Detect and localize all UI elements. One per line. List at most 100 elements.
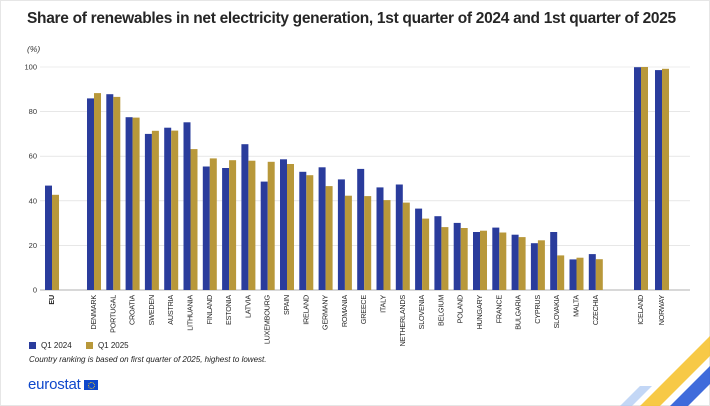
logo-text: eurostat xyxy=(28,376,81,393)
bar-sweden-q1-2024 xyxy=(144,133,152,290)
bar-luxembourg-q1-2025 xyxy=(267,161,275,290)
bar-austria-q1-2024 xyxy=(164,127,172,290)
category-label-denmark: DENMARK xyxy=(89,295,98,330)
bar-greece-q1-2025 xyxy=(364,196,372,290)
bar-slovakia-q1-2025 xyxy=(557,255,565,290)
bar-bulgaria-q1-2024 xyxy=(511,234,519,290)
category-label-norway: NORWAY xyxy=(657,295,666,326)
bar-hungary-q1-2025 xyxy=(480,230,487,290)
category-label-portugal: PORTUGAL xyxy=(108,295,117,333)
bar-italy-q1-2024 xyxy=(376,187,384,290)
category-label-france: FRANCE xyxy=(494,295,503,324)
bar-ireland-q1-2024 xyxy=(299,171,307,290)
category-label-poland: POLAND xyxy=(456,295,465,323)
bar-slovakia-q1-2024 xyxy=(550,232,558,290)
bar-eu-q1-2024 xyxy=(45,185,52,290)
bar-slovenia-q1-2024 xyxy=(415,208,423,290)
bar-iceland-q1-2024 xyxy=(634,67,641,290)
legend-item-q1-2024: Q1 2024 xyxy=(29,341,72,350)
bar-croatia-q1-2024 xyxy=(125,117,133,290)
bar-sweden-q1-2025 xyxy=(151,130,159,290)
category-label-romania: ROMANIA xyxy=(340,295,349,328)
category-label-malta: MALTA xyxy=(572,295,581,317)
bar-austria-q1-2025 xyxy=(171,130,179,290)
eurostat-logo: eurostat xyxy=(28,376,98,393)
category-label-italy: ITALY xyxy=(379,295,388,313)
bar-luxembourg-q1-2024 xyxy=(260,181,268,290)
category-label-slovenia: SLOVENIA xyxy=(417,295,426,330)
bar-slovenia-q1-2025 xyxy=(422,218,430,290)
category-label-iceland: ICELAND xyxy=(636,295,645,325)
category-label-luxembourg: LUXEMBOURG xyxy=(263,294,272,344)
bar-lithuania-q1-2025 xyxy=(190,149,198,290)
bar-latvia-q1-2024 xyxy=(241,144,249,290)
bar-greece-q1-2024 xyxy=(357,168,365,290)
bar-spain-q1-2024 xyxy=(280,159,287,290)
bar-netherlands-q1-2024 xyxy=(395,184,403,290)
bar-norway-q1-2024 xyxy=(655,70,662,290)
bar-czechia-q1-2025 xyxy=(595,259,603,290)
bars xyxy=(45,67,669,291)
bar-malta-q1-2025 xyxy=(576,257,584,290)
y-axis-unit: (%) xyxy=(27,44,41,54)
legend-swatch-q1-2025 xyxy=(85,342,93,349)
bar-germany-q1-2024 xyxy=(318,167,326,290)
bar-bulgaria-q1-2025 xyxy=(518,237,526,290)
chart-title: Share of renewables in net electricity g… xyxy=(27,10,676,27)
y-tick-label: 60 xyxy=(29,152,37,161)
bar-finland-q1-2024 xyxy=(202,166,210,290)
category-label-finland: FINLAND xyxy=(205,295,214,324)
bar-germany-q1-2025 xyxy=(325,186,333,290)
y-tick-label: 100 xyxy=(24,63,37,72)
bar-estonia-q1-2024 xyxy=(222,168,230,290)
y-tick-labels: 0 20 40 60 80 100 xyxy=(24,63,37,295)
bar-estonia-q1-2025 xyxy=(229,160,237,290)
category-label-slovakia: SLOVAKIA xyxy=(552,295,561,329)
bar-norway-q1-2025 xyxy=(662,68,669,290)
y-tick-label: 0 xyxy=(33,286,37,295)
category-label-croatia: CROATIA xyxy=(128,295,137,325)
corner-decoration xyxy=(620,336,710,406)
category-labels: EU DENMARK PORTUGAL CROATIA SWEDEN AUSTRIA LIT… xyxy=(47,294,666,346)
y-tick-label: 80 xyxy=(29,107,37,116)
bar-czechia-q1-2024 xyxy=(588,254,596,290)
y-tick-label: 40 xyxy=(29,196,37,205)
bar-poland-q1-2025 xyxy=(460,228,468,290)
bar-lithuania-q1-2024 xyxy=(183,122,191,290)
category-label-spain: SPAIN xyxy=(282,295,291,315)
bar-denmark-q1-2024 xyxy=(87,98,94,291)
bar-finland-q1-2025 xyxy=(209,158,217,290)
legend-label-q1-2025: Q1 2025 xyxy=(97,341,129,350)
bar-cyprus-q1-2025 xyxy=(537,240,545,290)
category-label-hungary: HUNGARY xyxy=(475,295,484,330)
bar-romania-q1-2025 xyxy=(344,195,352,290)
legend-label-q1-2024: Q1 2024 xyxy=(41,341,72,350)
category-label-ireland: IRELAND xyxy=(301,295,310,325)
bar-france-q1-2024 xyxy=(492,227,500,290)
bar-belgium-q1-2024 xyxy=(434,216,442,290)
legend-swatch-q1-2024 xyxy=(29,342,36,349)
legend-item-q1-2025: Q1 2025 xyxy=(85,341,129,350)
category-label-austria: AUSTRIA xyxy=(166,295,175,325)
category-label-eu: EU xyxy=(47,295,56,305)
bar-denmark-q1-2025 xyxy=(94,93,101,290)
y-tick-label: 20 xyxy=(29,241,37,250)
chart-note: Country ranking is based on first quarte… xyxy=(29,355,267,364)
bar-spain-q1-2025 xyxy=(287,164,294,290)
eu-flag-icon xyxy=(83,379,98,390)
legend: Q1 2024 Q1 2025 xyxy=(29,341,141,351)
bar-portugal-q1-2025 xyxy=(113,96,121,291)
category-label-cyprus: CYPRUS xyxy=(533,295,542,324)
bar-hungary-q1-2024 xyxy=(473,232,480,290)
bar-latvia-q1-2025 xyxy=(248,160,256,290)
bar-france-q1-2025 xyxy=(499,232,507,290)
bar-iceland-q1-2025 xyxy=(641,67,648,290)
category-label-czechia: CZECHIA xyxy=(591,295,600,326)
bar-croatia-q1-2025 xyxy=(132,117,140,290)
bar-eu-q1-2025 xyxy=(52,194,59,290)
bar-romania-q1-2024 xyxy=(337,179,345,290)
category-label-estonia: ESTONIA xyxy=(224,295,233,325)
bar-italy-q1-2025 xyxy=(383,200,391,290)
category-label-lithuania: LITHUANIA xyxy=(186,295,195,331)
bar-belgium-q1-2025 xyxy=(441,227,449,290)
